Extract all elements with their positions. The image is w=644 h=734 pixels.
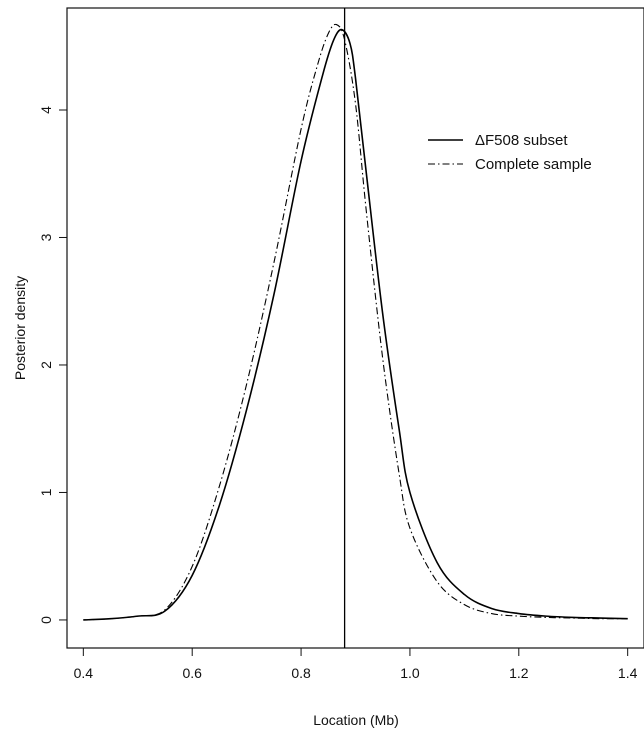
y-tick-label: 0 <box>38 616 54 624</box>
y-tick-label: 2 <box>38 361 54 369</box>
x-tick-label: 1.4 <box>618 665 638 681</box>
x-axis: 0.4 0.6 0.8 1.0 1.2 1.4 <box>74 648 638 681</box>
x-tick-label: 0.8 <box>291 665 311 681</box>
legend-label-series-1: ΔF508 subset <box>475 132 568 149</box>
x-tick-label: 1.2 <box>509 665 529 681</box>
y-axis-title: Posterior density <box>12 276 28 380</box>
y-axis: 0 1 2 3 4 <box>38 106 67 624</box>
y-tick-label: 3 <box>38 233 54 241</box>
legend-label-series-2: Complete sample <box>475 156 592 173</box>
x-tick-label: 0.6 <box>182 665 202 681</box>
legend: ΔF508 subset Complete sample <box>428 132 592 173</box>
x-tick-label: 1.0 <box>400 665 420 681</box>
y-tick-label: 4 <box>38 106 54 114</box>
plot-frame <box>66 7 644 649</box>
series-line-1 <box>83 28 628 621</box>
x-axis-title: Location (Mb) <box>313 712 399 728</box>
y-tick-label: 1 <box>38 488 54 496</box>
x-tick-label: 0.4 <box>74 665 94 681</box>
series-line-2 <box>83 23 628 621</box>
curves-layer <box>83 23 628 621</box>
